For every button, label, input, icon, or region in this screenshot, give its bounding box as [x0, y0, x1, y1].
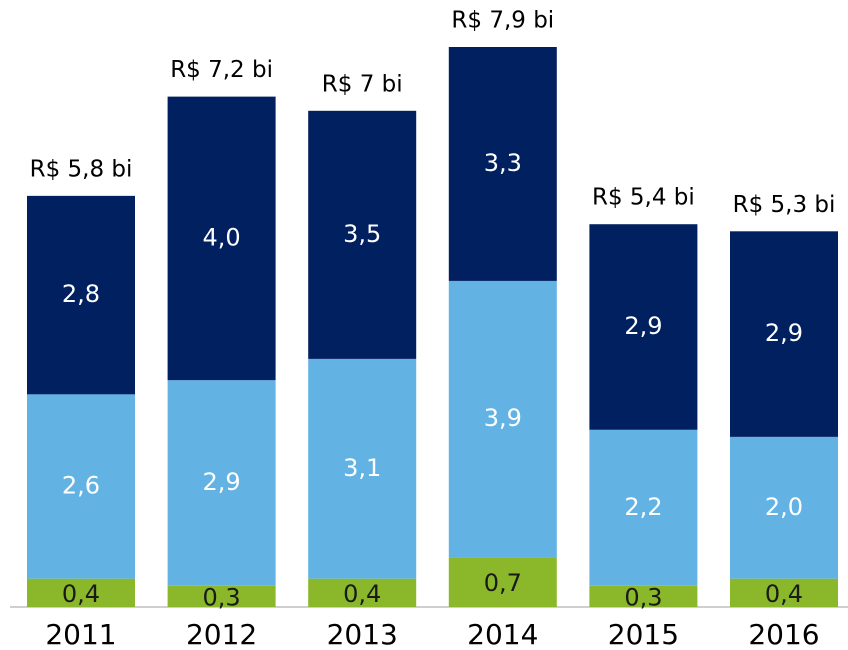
segment-label: 2,0: [765, 493, 803, 521]
segment-label: 0,3: [624, 583, 662, 611]
bar-segment: [27, 195, 135, 395]
segment-label: 0,4: [62, 580, 100, 608]
bar-segment: [167, 585, 276, 607]
segment-label: 2,9: [624, 312, 662, 340]
segment-label: 3,1: [343, 454, 381, 482]
segment-label: 0,7: [484, 569, 522, 597]
bar-segment: [730, 578, 838, 607]
total-label: R$ 5,8 bi: [30, 156, 133, 182]
bar-segment: [308, 110, 417, 359]
bar-segment: [730, 231, 838, 437]
segment-label: 2,9: [203, 468, 241, 496]
x-tick-label: 2014: [467, 618, 538, 650]
bar-segment: [27, 394, 135, 579]
segment-label: 0,4: [343, 580, 381, 608]
bar-segment: [448, 47, 557, 281]
segment-label: 0,3: [203, 583, 241, 611]
x-tick-label: 2012: [186, 618, 257, 650]
segment-label: 3,5: [343, 220, 381, 248]
bar-segment: [27, 578, 135, 607]
bar-segment: [448, 280, 557, 558]
segment-label: 3,3: [484, 149, 522, 177]
bar-segment: [730, 436, 838, 579]
bar-segment: [308, 358, 417, 579]
segment-label: 0,4: [765, 580, 803, 608]
bar-segment: [589, 585, 698, 607]
total-label: R$ 7,9 bi: [451, 8, 554, 34]
bar-segment: [167, 380, 276, 586]
segment-label: 2,6: [62, 471, 100, 499]
segment-label: 3,9: [484, 404, 522, 432]
segment-label: 4,0: [203, 223, 241, 251]
total-label: R$ 7,2 bi: [170, 57, 273, 83]
x-tick-label: 2013: [327, 618, 398, 650]
bar-segment: [308, 578, 417, 607]
x-tick-label: 2011: [45, 618, 116, 650]
bar-segment: [589, 429, 698, 586]
segment-label: 2,9: [765, 319, 803, 347]
bar-segment: [589, 224, 698, 430]
total-label: R$ 5,3 bi: [733, 192, 836, 218]
total-label: R$ 5,4 bi: [592, 185, 695, 211]
segment-label: 2,8: [62, 280, 100, 308]
x-tick-label: 2016: [748, 618, 819, 650]
total-label: R$ 7 bi: [322, 71, 403, 97]
bar-segment: [448, 557, 557, 607]
segment-label: 2,2: [624, 493, 662, 521]
x-tick-label: 2015: [608, 618, 679, 650]
bar-segment: [167, 96, 276, 381]
